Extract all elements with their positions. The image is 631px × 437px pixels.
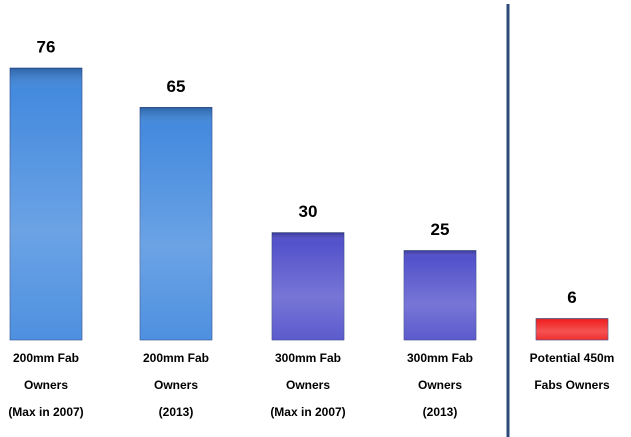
- bar-shine: [272, 232, 344, 340]
- x-tick-label: (2013): [423, 405, 458, 419]
- x-tick-label: 200mm Fab: [13, 351, 79, 365]
- x-tick-label: 300mm Fab: [407, 351, 473, 365]
- x-tick-label: (Max in 2007): [270, 405, 345, 419]
- value-label: 65: [167, 77, 186, 96]
- x-tick-label: Owners: [286, 378, 330, 392]
- value-label: 25: [431, 220, 450, 239]
- x-tick-label: Potential 450m: [530, 351, 615, 365]
- bar-shine: [536, 318, 608, 340]
- x-tick-label: (Max in 2007): [8, 405, 83, 419]
- value-label: 6: [567, 288, 576, 307]
- x-tick-label: Owners: [154, 378, 198, 392]
- x-tick-label: (2013): [159, 405, 194, 419]
- x-tick-label: Fabs Owners: [534, 378, 610, 392]
- value-label: 30: [299, 202, 318, 221]
- bar-shine: [404, 250, 476, 340]
- x-tick-label: Owners: [418, 378, 462, 392]
- bar-shine: [140, 107, 212, 340]
- value-label: 76: [37, 37, 56, 56]
- bar-shine: [10, 68, 82, 340]
- x-tick-label: 200mm Fab: [143, 351, 209, 365]
- x-tick-label: 300mm Fab: [275, 351, 341, 365]
- x-tick-label: Owners: [24, 378, 68, 392]
